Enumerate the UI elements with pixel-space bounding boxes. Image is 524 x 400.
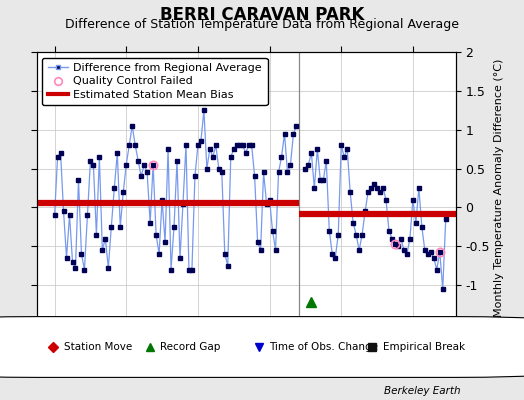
FancyBboxPatch shape (0, 317, 524, 378)
Text: Record Gap: Record Gap (160, 342, 221, 352)
Y-axis label: Monthly Temperature Anomaly Difference (°C): Monthly Temperature Anomaly Difference (… (494, 59, 504, 317)
Text: Time of Obs. Change: Time of Obs. Change (269, 342, 378, 352)
Legend: Difference from Regional Average, Quality Control Failed, Estimated Station Mean: Difference from Regional Average, Qualit… (42, 58, 268, 105)
Text: Difference of Station Temperature Data from Regional Average: Difference of Station Temperature Data f… (65, 18, 459, 31)
Text: Berkeley Earth: Berkeley Earth (385, 386, 461, 396)
Text: Empirical Break: Empirical Break (383, 342, 465, 352)
Text: BERRI CARAVAN PARK: BERRI CARAVAN PARK (160, 6, 364, 24)
Text: Station Move: Station Move (64, 342, 132, 352)
